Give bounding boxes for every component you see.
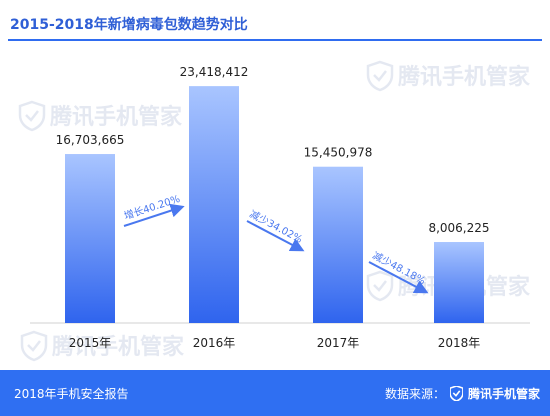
bar-0 bbox=[65, 154, 115, 323]
bar-1 bbox=[189, 86, 239, 323]
watermark-left: 腾讯手机管家 bbox=[18, 100, 183, 132]
change-arrow bbox=[246, 220, 305, 252]
shield-icon bbox=[449, 386, 463, 401]
value-label: 16,703,665 bbox=[56, 133, 125, 147]
watermark-text: 腾讯手机管家 bbox=[50, 104, 183, 130]
bar-3 bbox=[434, 242, 484, 323]
shield-icon bbox=[20, 330, 48, 362]
category-label: 2017年 bbox=[317, 336, 360, 350]
category-label: 2015年 bbox=[69, 336, 112, 350]
watermark-text: 腾讯手机管家 bbox=[52, 334, 185, 360]
value-label: 15,450,978 bbox=[304, 146, 373, 160]
report-label: 2018年手机安全报告 bbox=[14, 387, 129, 401]
bar-2 bbox=[313, 166, 363, 323]
source-brand: 腾讯手机管家 bbox=[467, 387, 540, 401]
category-label: 2016年 bbox=[193, 336, 236, 350]
source-label: 数据来源： bbox=[384, 387, 445, 401]
change-annotation: 减少34.02% bbox=[247, 208, 304, 246]
source-credit: 数据来源： 腾讯手机管家 bbox=[385, 385, 540, 402]
shield-icon bbox=[366, 60, 394, 92]
page-title: 2015-2018年新增病毒包数趋势对比 bbox=[10, 17, 248, 33]
category-label: 2018年 bbox=[438, 336, 481, 350]
change-arrow bbox=[368, 261, 429, 294]
watermark-text: 腾讯手机管家 bbox=[398, 64, 531, 90]
change-arrow bbox=[123, 203, 185, 227]
watermark-bottom: 腾讯手机管家 bbox=[20, 330, 185, 362]
shield-icon bbox=[366, 270, 394, 302]
bar-chart: 腾讯手机管家 腾讯手机管家 腾讯手机管家 腾讯手机管家 16,703,66520… bbox=[18, 60, 531, 362]
watermark-top: 腾讯手机管家 bbox=[366, 60, 531, 92]
value-label: 23,418,412 bbox=[180, 65, 249, 79]
title-divider bbox=[8, 39, 542, 41]
value-label: 8,006,225 bbox=[428, 221, 489, 235]
shield-icon bbox=[18, 100, 46, 132]
footer-bar: 2018年手机安全报告 数据来源： 腾讯手机管家 bbox=[0, 370, 550, 416]
